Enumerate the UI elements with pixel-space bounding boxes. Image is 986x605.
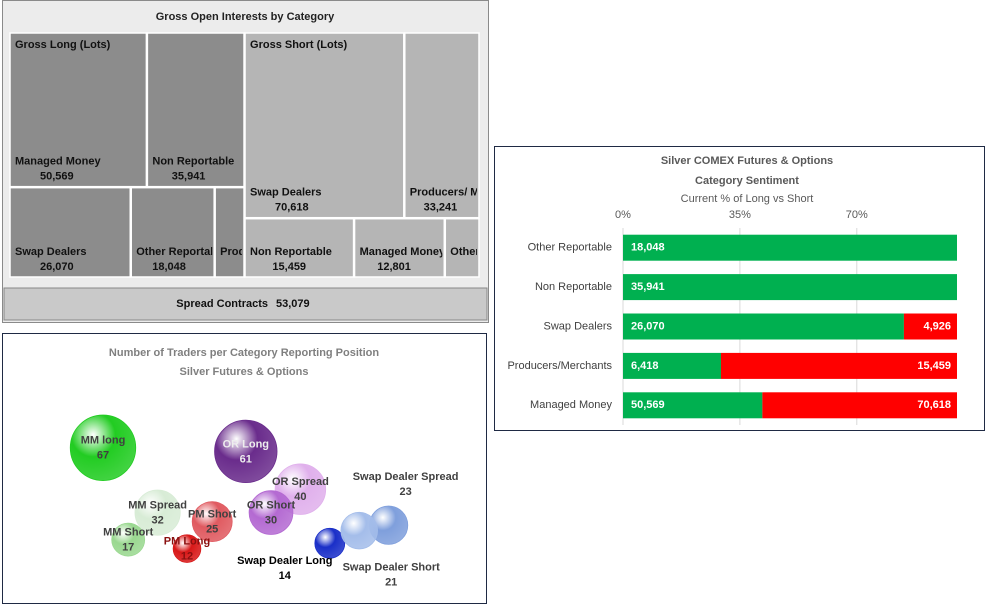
bubble-value: 25 <box>206 524 218 536</box>
cell-label: Other Reportable <box>136 246 226 258</box>
treemap-cell <box>9 186 131 278</box>
category-label: Managed Money <box>530 399 612 411</box>
bar-segment <box>623 234 957 261</box>
cell-label: Managed Money <box>360 246 446 258</box>
bubble <box>172 534 202 563</box>
value-label: 15,459 <box>917 360 951 372</box>
bubble-value: 40 <box>294 491 306 503</box>
cell-value: 26,070 <box>40 261 74 273</box>
cell-label: Swap Dealers <box>250 187 322 199</box>
treemap-cell <box>244 217 355 278</box>
value-label: 70,618 <box>917 399 951 411</box>
bubble-label: OR Spread <box>272 476 329 488</box>
cell-label: Other r... <box>450 246 495 258</box>
bubble-label: OR Long <box>223 438 269 450</box>
bar-segment <box>762 392 957 419</box>
value-label: 26,070 <box>631 320 665 332</box>
bubble-label: Swap Dealer Short <box>343 562 441 574</box>
bubble <box>340 511 378 550</box>
bubble-label: OR Short <box>247 500 296 512</box>
bar-segment <box>623 392 763 419</box>
spread-label: Spread Contracts <box>176 298 268 310</box>
bar-segment <box>720 352 957 379</box>
category-label: Producers/Merchants <box>507 360 612 372</box>
spread-bar <box>3 287 488 321</box>
bubble-value: 30 <box>265 515 277 527</box>
category-label: Swap Dealers <box>544 320 613 332</box>
cell-value: 18,048 <box>152 261 186 273</box>
bubble <box>214 419 278 484</box>
bubble-value: 61 <box>240 453 252 465</box>
cell-value: 12,801 <box>377 261 411 273</box>
bar-segment <box>903 313 957 340</box>
x-tick-label: 0% <box>615 209 631 221</box>
bar-title: Silver COMEX Futures & Options <box>661 155 833 167</box>
bubble <box>134 489 181 536</box>
value-label: 50,569 <box>631 399 665 411</box>
treemap-cell <box>244 32 405 219</box>
cell-label: Producers/... <box>220 246 287 258</box>
bar-segment <box>623 352 721 379</box>
bubble <box>111 522 146 557</box>
bubble-label: MM long <box>81 435 126 447</box>
bubble-value: 32 <box>151 515 163 527</box>
bubble-label: PM Short <box>188 509 237 521</box>
treemap-cell <box>404 32 480 219</box>
bar-subtitle: Current % of Long vs Short <box>681 193 814 205</box>
cell-label: Non Reportable <box>152 156 234 168</box>
bubble <box>248 490 294 535</box>
treemap-cell <box>214 186 245 278</box>
bar-title: Category Sentiment <box>695 175 799 187</box>
bar-segment <box>623 274 957 301</box>
bubble-value: 17 <box>122 542 134 554</box>
bar-segment <box>623 313 904 340</box>
x-tick-label: 35% <box>729 209 751 221</box>
category-label: Other Reportable <box>528 242 612 254</box>
bubble <box>69 414 137 481</box>
bubble <box>191 501 233 542</box>
cell-label: Swap Dealers <box>15 246 87 258</box>
category-label: Non Reportable <box>535 281 612 293</box>
treemap-cell <box>146 32 245 188</box>
bubble-value: 12 <box>181 551 193 563</box>
spread-value: 53,079 <box>276 298 310 310</box>
cell-value: 70,618 <box>275 202 309 214</box>
value-label: 6,418 <box>631 360 659 372</box>
treemap-cell <box>9 32 148 188</box>
cell-value: 33,241 <box>424 202 458 214</box>
cell-value: 35,941 <box>172 171 206 183</box>
bubble-value: 67 <box>97 450 109 462</box>
bubble-label: PM Long <box>164 536 210 548</box>
bubble-label: MM Spread <box>128 500 187 512</box>
cell-value: 15,459 <box>272 261 306 273</box>
bubble-value: 14 <box>279 570 292 582</box>
cell-label: Managed Money <box>15 156 101 168</box>
treemap-cell <box>444 217 480 278</box>
value-label: 18,048 <box>631 242 665 254</box>
x-tick-label: 70% <box>846 209 868 221</box>
bubble-title: Silver Futures & Options <box>180 366 309 378</box>
cell-label: Non Reportable <box>250 246 332 258</box>
cell-label: Producers/ Merchants <box>410 187 526 199</box>
cell-value: 50,569 <box>40 171 74 183</box>
treemap-title: Gross Open Interests by Category <box>156 11 335 23</box>
bubble-value: 23 <box>399 486 411 498</box>
bubble <box>314 527 346 559</box>
bubble-title: Number of Traders per Category Reporting… <box>109 347 379 359</box>
bubble-label: MM Short <box>103 527 153 539</box>
bubble-label: Swap Dealer Spread <box>353 471 459 483</box>
value-label: 35,941 <box>631 281 665 293</box>
group-label: Gross Short (Lots) <box>250 39 348 51</box>
treemap-cell <box>130 186 215 278</box>
bubble-value: 21 <box>385 577 397 589</box>
value-label: 4,926 <box>923 320 951 332</box>
group-label: Gross Long (Lots) <box>15 39 111 51</box>
treemap-cell <box>353 217 446 278</box>
bubble-label: Swap Dealer Long <box>237 555 332 567</box>
